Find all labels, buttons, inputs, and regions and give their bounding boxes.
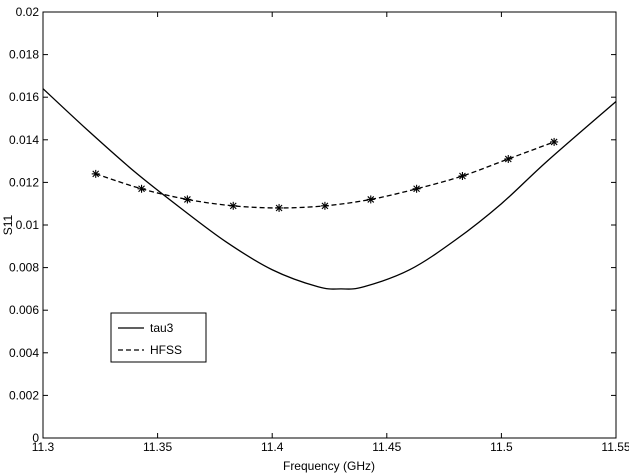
- y-axis-title: S11: [1, 214, 15, 235]
- x-tick-label: 11.4: [261, 440, 284, 454]
- x-tick-label: 11.55: [601, 440, 629, 454]
- y-tick-label: 0.008: [9, 261, 39, 275]
- y-tick-label: 0.012: [9, 175, 39, 189]
- data-point-marker: [550, 137, 559, 146]
- data-point-marker: [183, 195, 192, 204]
- axis-ticks: 11.3 11.35 11.4 11.45 11.5 11.55 0 0.002 0.004 0.…: [9, 5, 629, 454]
- data-point-marker: [91, 169, 100, 178]
- series-layer: [42, 88, 617, 290]
- y-tick-label: 0.01: [16, 218, 40, 232]
- x-tick-label: 11.45: [372, 440, 401, 454]
- data-point-marker: [458, 172, 467, 181]
- x-tick-label: 11.5: [490, 440, 513, 454]
- y-tick-label: 0.018: [9, 48, 39, 62]
- plot-area: [42, 11, 617, 439]
- y-tick-label: 0.02: [16, 5, 40, 19]
- legend: tau3 HFSS: [110, 312, 207, 363]
- y-tick-label: 0: [32, 431, 39, 445]
- y-tick-label: 0.016: [9, 90, 39, 104]
- y-tick-label: 0.004: [9, 346, 39, 360]
- legend-label-hfss: HFSS: [150, 343, 182, 357]
- legend-box: [110, 312, 207, 363]
- x-axis-title: Frequency (GHz): [283, 459, 375, 473]
- y-tick-label: 0.006: [9, 303, 39, 317]
- data-point-marker: [320, 201, 329, 210]
- legend-label-tau3: tau3: [150, 321, 174, 335]
- data-point-marker: [229, 201, 238, 210]
- data-point-marker: [412, 184, 421, 193]
- x-tick-label: 11.3: [32, 440, 55, 454]
- series-line-tau3: [42, 88, 617, 290]
- x-tick-label: 11.35: [143, 440, 172, 454]
- data-point-marker: [504, 154, 513, 163]
- data-point-marker: [366, 195, 375, 204]
- y-tick-label: 0.002: [9, 388, 39, 402]
- data-point-marker: [137, 184, 146, 193]
- y-tick-label: 0.014: [9, 133, 39, 147]
- data-point-marker: [275, 203, 284, 212]
